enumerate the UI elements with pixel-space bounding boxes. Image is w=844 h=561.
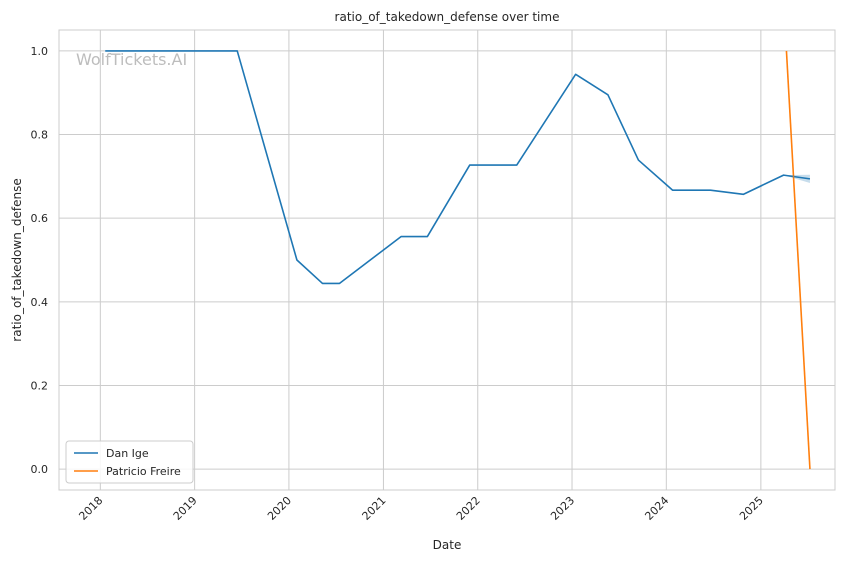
y-tick-label: 0.4 (31, 296, 49, 309)
y-tick-label: 0.0 (31, 463, 49, 476)
series-line-0 (105, 50, 811, 285)
series-line-1 (785, 50, 811, 470)
y-tick-label: 0.2 (31, 379, 49, 392)
series-ci-band (783, 174, 810, 184)
legend-label: Patricio Freire (106, 465, 181, 478)
y-tick-label: 0.6 (31, 212, 49, 225)
watermark-text: WolfTickets.AI (76, 50, 187, 69)
legend-label: Dan Ige (106, 447, 149, 460)
chart-title: ratio_of_takedown_defense over time (335, 10, 560, 24)
legend: Dan Ige Patricio Freire (65, 440, 194, 484)
legend-box (65, 440, 194, 484)
y-tick-label: 0.8 (31, 129, 49, 142)
y-axis-label: ratio_of_takedown_defense (10, 178, 24, 341)
x-axis-label: Date (433, 538, 462, 552)
plot-frame (58, 29, 836, 491)
y-tick-label: 1.0 (31, 45, 49, 58)
series-lines (105, 50, 811, 470)
